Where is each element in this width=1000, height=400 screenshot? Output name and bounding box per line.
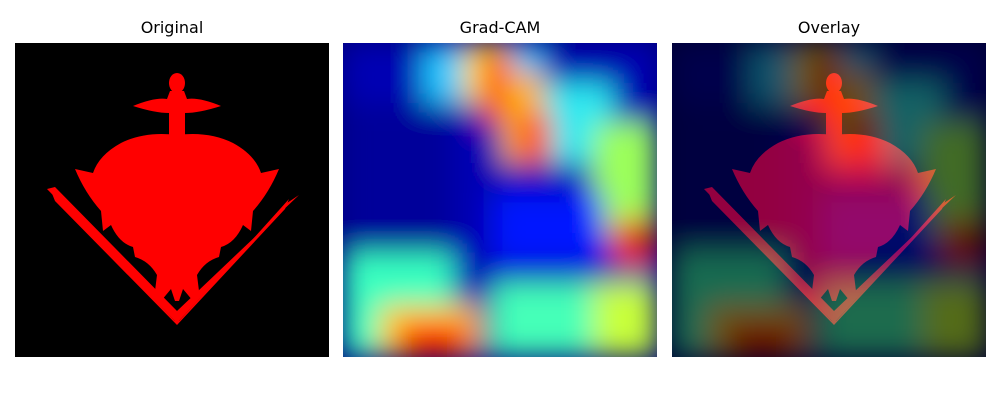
gradcam-heatmap xyxy=(343,43,657,357)
gradcam-svg xyxy=(343,43,657,357)
gradcam-title: Grad-CAM xyxy=(459,18,541,37)
overlay-image xyxy=(672,43,986,357)
original-title: Original xyxy=(140,18,204,37)
overlay-svg xyxy=(672,43,986,357)
overlay-heatmap xyxy=(672,43,986,357)
original-svg xyxy=(15,43,329,357)
original-image xyxy=(15,43,329,357)
overlay-title: Overlay xyxy=(797,18,861,37)
